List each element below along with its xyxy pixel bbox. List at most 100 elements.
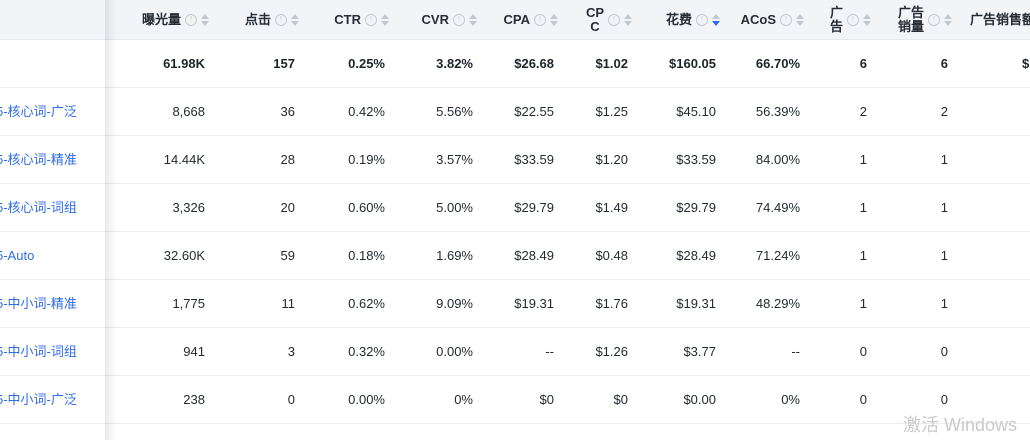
ctr-value: 0.00% bbox=[348, 392, 385, 407]
sort-carets-icon[interactable] bbox=[550, 13, 558, 26]
cvr-value: 3.57% bbox=[436, 152, 473, 167]
cpa-value: $19.31 bbox=[514, 296, 554, 311]
ad-units-value: 1 bbox=[940, 152, 948, 167]
ad-units-value: 1 bbox=[940, 200, 948, 215]
spend-value: $45.10 bbox=[676, 104, 716, 119]
acos-value: 56.39% bbox=[755, 104, 800, 119]
ad-sales-value bbox=[958, 328, 1030, 375]
totals-spend: $160.05 bbox=[669, 56, 716, 71]
cpc-value: $0 bbox=[613, 392, 628, 407]
info-icon[interactable] bbox=[453, 13, 465, 26]
header-ad-sales[interactable]: 广告销售额 bbox=[958, 0, 1030, 39]
ad-orders-value: 1 bbox=[859, 248, 867, 263]
clicks-value: 11 bbox=[281, 296, 296, 311]
campaign-cell: 5-Auto bbox=[0, 232, 105, 279]
acos-value: 71.24% bbox=[755, 248, 800, 263]
sort-carets-icon[interactable] bbox=[381, 13, 389, 26]
cpc-value: $1.49 bbox=[595, 200, 628, 215]
acos-value: -- bbox=[791, 344, 800, 359]
campaign-link[interactable]: 5-中小词-精准 bbox=[0, 296, 77, 311]
totals-cvr: 3.82% bbox=[436, 56, 473, 71]
impressions-value: 238 bbox=[183, 392, 205, 407]
campaign-link[interactable]: 5-Auto bbox=[0, 248, 35, 263]
header-acos[interactable]: ACoS bbox=[726, 0, 810, 39]
header-campaign bbox=[0, 0, 105, 39]
header-cpa[interactable]: CPA bbox=[483, 0, 564, 39]
cvr-value: 0.00% bbox=[436, 344, 473, 359]
ad-sales-value bbox=[958, 280, 1030, 327]
spend-value: $0.00 bbox=[683, 392, 716, 407]
impressions-value: 32.60K bbox=[163, 248, 205, 263]
ad-units-value: 2 bbox=[940, 104, 948, 119]
table-row: 5-核心词-精准 14.44K 28 0.19% 3.57% $33.59 $1… bbox=[0, 136, 1030, 184]
column-label: 广告销售额 bbox=[970, 11, 1030, 27]
table-header-row: 曝光量 点击 CTR CVR CPA CP C bbox=[0, 0, 1030, 40]
info-icon[interactable] bbox=[780, 13, 792, 26]
info-icon[interactable] bbox=[185, 13, 197, 26]
cpa-value: $28.49 bbox=[514, 248, 554, 263]
info-icon[interactable] bbox=[928, 13, 940, 26]
info-icon[interactable] bbox=[608, 13, 620, 26]
totals-ctr: 0.25% bbox=[348, 56, 385, 71]
campaign-link[interactable]: 5-核心词-词组 bbox=[0, 200, 77, 215]
campaign-link[interactable]: 5-核心词-精准 bbox=[0, 152, 77, 167]
cpa-value: $22.55 bbox=[514, 104, 554, 119]
campaign-link[interactable]: 5-中小词-词组 bbox=[0, 344, 77, 359]
info-icon[interactable] bbox=[847, 13, 859, 26]
header-impressions[interactable]: 曝光量 bbox=[105, 0, 215, 39]
ctr-value: 0.32% bbox=[348, 344, 385, 359]
info-icon[interactable] bbox=[534, 13, 546, 26]
acos-value: 84.00% bbox=[755, 152, 800, 167]
header-ctr[interactable]: CTR bbox=[305, 0, 395, 39]
acos-value: 0% bbox=[781, 392, 800, 407]
campaign-cell: 5-中小词-词组 bbox=[0, 328, 105, 375]
sort-carets-icon[interactable] bbox=[469, 13, 477, 26]
spend-value: $29.79 bbox=[676, 200, 716, 215]
campaign-link[interactable]: 5-中小词-广泛 bbox=[0, 392, 77, 407]
info-icon[interactable] bbox=[365, 13, 377, 26]
totals-ad-sales: $ bbox=[1022, 56, 1030, 71]
header-clicks[interactable]: 点击 bbox=[215, 0, 305, 39]
clicks-value: 28 bbox=[280, 152, 295, 167]
info-icon[interactable] bbox=[696, 13, 708, 26]
sort-carets-icon[interactable] bbox=[624, 13, 632, 26]
cpc-value: $1.20 bbox=[595, 152, 628, 167]
column-label: CVR bbox=[421, 11, 449, 27]
totals-row: 61.98K 157 0.25% 3.82% $26.68 $1.02 $160… bbox=[0, 40, 1030, 88]
column-label: CPA bbox=[503, 11, 530, 27]
info-icon[interactable] bbox=[275, 13, 287, 26]
cpa-value: $29.79 bbox=[514, 200, 554, 215]
header-ad-units[interactable]: 广告 销量 bbox=[877, 0, 958, 39]
campaign-link[interactable]: 5-核心词-广泛 bbox=[0, 104, 77, 119]
table-row: 5-中小词-精准 1,775 11 0.62% 9.09% $19.31 $1.… bbox=[0, 280, 1030, 328]
sort-carets-icon-active-desc[interactable] bbox=[712, 13, 720, 26]
cpc-value: $1.76 bbox=[595, 296, 628, 311]
totals-clicks: 157 bbox=[273, 56, 295, 71]
sort-carets-icon[interactable] bbox=[291, 13, 299, 26]
ad-orders-value: 2 bbox=[859, 104, 867, 119]
totals-ad-orders: 6 bbox=[859, 56, 867, 71]
sort-carets-icon[interactable] bbox=[863, 13, 871, 26]
ad-units-value: 0 bbox=[940, 344, 948, 359]
impressions-value: 1,775 bbox=[172, 296, 205, 311]
header-cpc[interactable]: CP C bbox=[564, 0, 638, 39]
header-ad-orders[interactable]: 广 告 bbox=[810, 0, 877, 39]
header-cvr[interactable]: CVR bbox=[395, 0, 483, 39]
spend-value: $33.59 bbox=[676, 152, 716, 167]
ctr-value: 0.18% bbox=[348, 248, 385, 263]
clicks-value: 20 bbox=[280, 200, 295, 215]
cpc-value: $1.26 bbox=[595, 344, 628, 359]
clicks-value: 59 bbox=[280, 248, 295, 263]
table-row: 5-中小词-广泛 238 0 0.00% 0% $0 $0 $0.00 0% 0… bbox=[0, 376, 1030, 424]
sort-carets-icon[interactable] bbox=[201, 13, 209, 26]
spend-value: $28.49 bbox=[676, 248, 716, 263]
totals-cpc: $1.02 bbox=[595, 56, 628, 71]
campaign-cell: 5-核心词-广泛 bbox=[0, 88, 105, 135]
cvr-value: 0% bbox=[454, 392, 473, 407]
ad-sales-value bbox=[958, 232, 1030, 279]
header-spend[interactable]: 花费 bbox=[638, 0, 726, 39]
sort-carets-icon[interactable] bbox=[944, 13, 952, 26]
sort-carets-icon[interactable] bbox=[796, 13, 804, 26]
totals-impressions: 61.98K bbox=[163, 56, 205, 71]
totals-cpa: $26.68 bbox=[514, 56, 554, 71]
